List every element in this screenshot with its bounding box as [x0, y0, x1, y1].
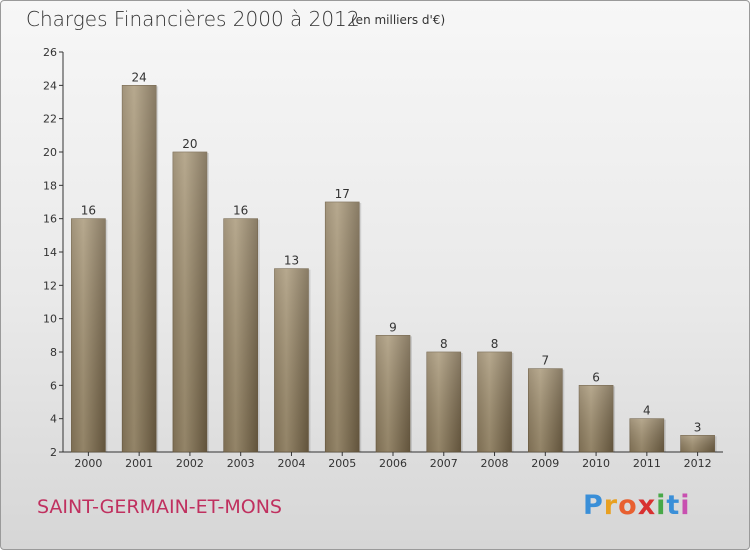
data-label: 3 [694, 420, 702, 434]
bar-highlight [477, 352, 512, 452]
x-tick-label: 2002 [176, 457, 204, 470]
y-tick-label: 20 [43, 146, 57, 159]
data-label: 4 [643, 404, 651, 418]
y-tick-label: 22 [43, 113, 57, 126]
logo-letter: i [656, 490, 667, 521]
logo-letter: o [618, 490, 638, 521]
y-tick-label: 16 [43, 213, 57, 226]
x-tick-label: 2005 [328, 457, 356, 470]
y-tick-label: 26 [43, 46, 57, 59]
commune-name: SAINT-GERMAIN-ET-MONS [37, 496, 282, 518]
logo-letter: t [666, 490, 681, 521]
x-tick-label: 2010 [582, 457, 610, 470]
bar-highlight [680, 435, 715, 452]
y-tick-label: 4 [50, 413, 57, 426]
x-tick-label: 2011 [633, 457, 661, 470]
y-tick-label: 6 [50, 379, 57, 392]
bar-highlight [122, 85, 157, 452]
proxiti-logo[interactable]: Proxiti [583, 490, 691, 521]
chart-title: Charges Financières 2000 à 2012 [26, 7, 360, 31]
x-tick-label: 2000 [74, 457, 102, 470]
x-tick-label: 2006 [379, 457, 407, 470]
x-tick-label: 2001 [125, 457, 153, 470]
x-tick-label: 2004 [277, 457, 305, 470]
bar-highlight [528, 368, 563, 452]
logo-letter: r [603, 490, 619, 521]
data-label: 16 [81, 204, 96, 218]
data-label: 9 [389, 320, 397, 334]
data-label: 6 [592, 370, 600, 384]
y-tick-label: 14 [43, 246, 57, 259]
chart-subtitle: (en milliers d'€) [351, 13, 446, 27]
y-tick-label: 10 [43, 313, 57, 326]
logo-letter: i [680, 490, 691, 521]
data-label: 24 [132, 70, 147, 84]
logo-letter: P [583, 490, 604, 521]
y-tick-label: 8 [50, 346, 57, 359]
bar-highlight [274, 268, 309, 452]
x-tick-label: 2007 [430, 457, 458, 470]
bar-highlight [71, 218, 106, 452]
data-label: 8 [440, 337, 448, 351]
data-label: 20 [182, 137, 197, 151]
y-tick-label: 24 [43, 79, 57, 92]
bar-highlight [426, 352, 461, 452]
data-label: 7 [541, 354, 549, 368]
data-label: 13 [284, 254, 299, 268]
x-tick-label: 2012 [684, 457, 712, 470]
data-label: 16 [233, 204, 248, 218]
x-tick-label: 2003 [227, 457, 255, 470]
bar-highlight [376, 335, 410, 452]
bar-highlight [629, 418, 664, 452]
data-label: 8 [491, 337, 499, 351]
bar-highlight [579, 385, 614, 452]
y-tick-label: 18 [43, 179, 57, 192]
bar-chart: 2468101214161820222426162000242001202002… [43, 46, 723, 470]
bar-highlight [325, 202, 360, 452]
y-tick-label: 2 [50, 446, 57, 459]
logo-letter: x [637, 490, 657, 521]
bar-highlight [172, 152, 207, 452]
x-tick-label: 2009 [531, 457, 559, 470]
bar-highlight [223, 218, 258, 452]
x-tick-label: 2008 [481, 457, 509, 470]
y-tick-label: 12 [43, 279, 57, 292]
data-label: 17 [335, 187, 350, 201]
